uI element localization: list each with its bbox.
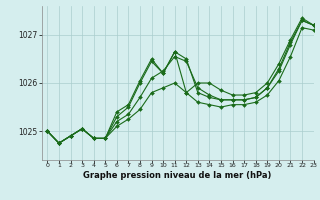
X-axis label: Graphe pression niveau de la mer (hPa): Graphe pression niveau de la mer (hPa) [84,171,272,180]
